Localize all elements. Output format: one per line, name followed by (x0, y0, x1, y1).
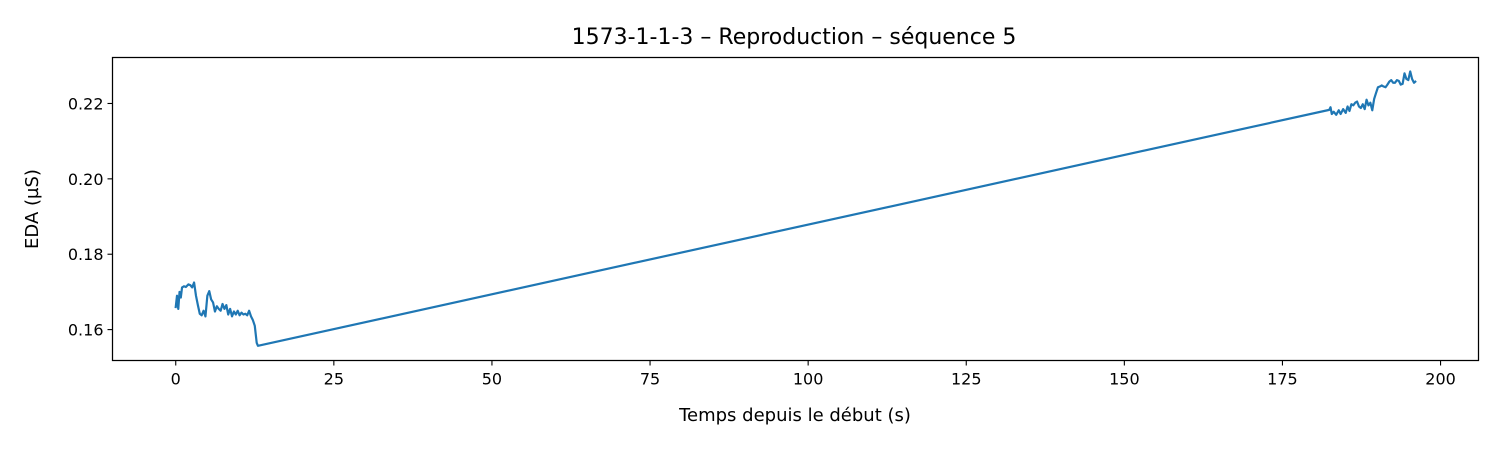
x-tick-label: 200 (1425, 370, 1456, 389)
x-axis: 0 25 50 75 100 125 150 175 200 (171, 360, 1456, 389)
y-tick-label: 0.22 (68, 94, 104, 113)
x-tick-label: 0 (171, 370, 181, 389)
series-line-0 (174, 70, 1417, 347)
x-tick-label: 175 (1267, 370, 1298, 389)
y-axis: 0.16 0.18 0.20 0.22 (68, 94, 113, 340)
x-tick-label: 100 (793, 370, 824, 389)
y-axis-label: EDA (µS) (22, 169, 43, 249)
chart-title: 1573-1-1-3 – Reproduction – séquence 5 (572, 25, 1017, 50)
y-tick-label: 0.16 (68, 321, 104, 340)
x-tick-label: 50 (482, 370, 502, 389)
plot-frame (111, 56, 1480, 362)
plot-area (174, 70, 1417, 347)
y-tick-label: 0.20 (68, 170, 104, 189)
x-tick-label: 150 (1109, 370, 1140, 389)
x-tick-label: 125 (951, 370, 982, 389)
y-tick-label: 0.18 (68, 245, 104, 264)
x-axis-label: Temps depuis le début (s) (678, 405, 911, 426)
x-tick-label: 75 (640, 370, 660, 389)
x-tick-label: 25 (324, 370, 344, 389)
